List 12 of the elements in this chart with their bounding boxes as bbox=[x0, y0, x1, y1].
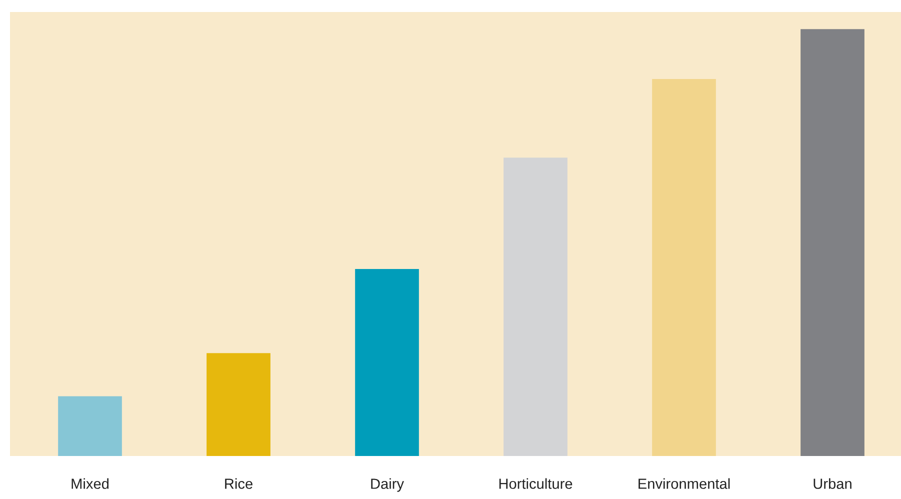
bar bbox=[58, 396, 122, 456]
bar bbox=[355, 269, 419, 456]
x-tick-label: Dairy bbox=[371, 478, 404, 492]
bar bbox=[800, 29, 864, 456]
x-tick-label: Mixed bbox=[72, 478, 109, 489]
x-tick-label: Urban bbox=[814, 478, 852, 489]
x-tick-label: Rice bbox=[225, 478, 252, 489]
x-tick-label: Horticulture bbox=[499, 478, 572, 489]
bar bbox=[206, 353, 270, 456]
bar bbox=[504, 158, 568, 456]
x-tick-label: Environmental bbox=[638, 478, 730, 489]
bar bbox=[652, 79, 716, 456]
